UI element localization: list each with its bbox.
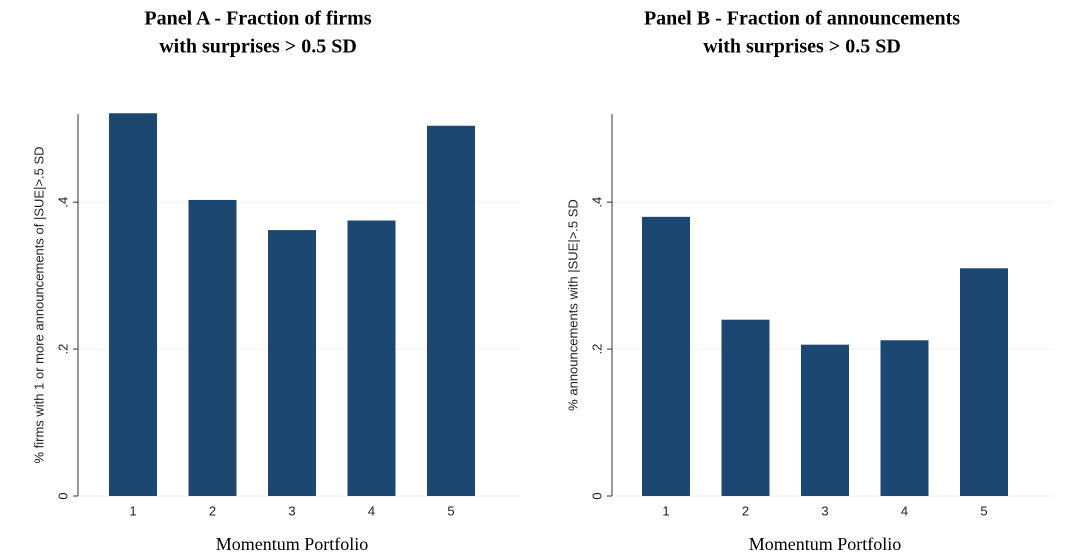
y-axis-label: % firms with 1 or more announcements of … [31,146,46,463]
bar [880,340,929,496]
chart-title: with surprises > 0.5 SD [703,36,901,58]
x-tick-label: 3 [821,503,828,518]
chart-title: with surprises > 0.5 SD [159,36,357,58]
y-axis-label: % announcements with |SUE|>.5 SD [565,199,580,411]
bar [721,319,770,496]
y-tick-label: .4 [589,197,604,208]
x-tick-label: 3 [288,503,295,518]
chart-title: Panel A - Fraction of firms [144,8,371,30]
y-tick-label: .2 [589,344,604,355]
x-tick-label: 1 [662,503,669,518]
x-tick-label: 5 [447,503,454,518]
y-tick-label: .4 [55,197,70,208]
x-tick-label: 4 [368,503,375,518]
bar [109,113,157,496]
x-tick-label: 5 [980,503,987,518]
bar [347,220,396,496]
x-axis-label: Momentum Portfolio [216,534,369,554]
bar [801,344,849,496]
chart-title: Panel B - Fraction of announcements [644,8,960,30]
x-axis-label: Momentum Portfolio [749,534,902,554]
y-tick-label: 0 [589,492,604,499]
bar [188,199,237,496]
x-tick-label: 2 [209,503,216,518]
bar [960,268,1008,496]
x-tick-label: 4 [901,503,908,518]
x-tick-label: 2 [742,503,749,518]
x-tick-label: 1 [129,503,136,518]
bar [268,230,316,497]
bar [642,216,690,496]
y-tick-label: .2 [55,344,70,355]
y-tick-label: 0 [55,492,70,499]
bar [427,125,475,496]
